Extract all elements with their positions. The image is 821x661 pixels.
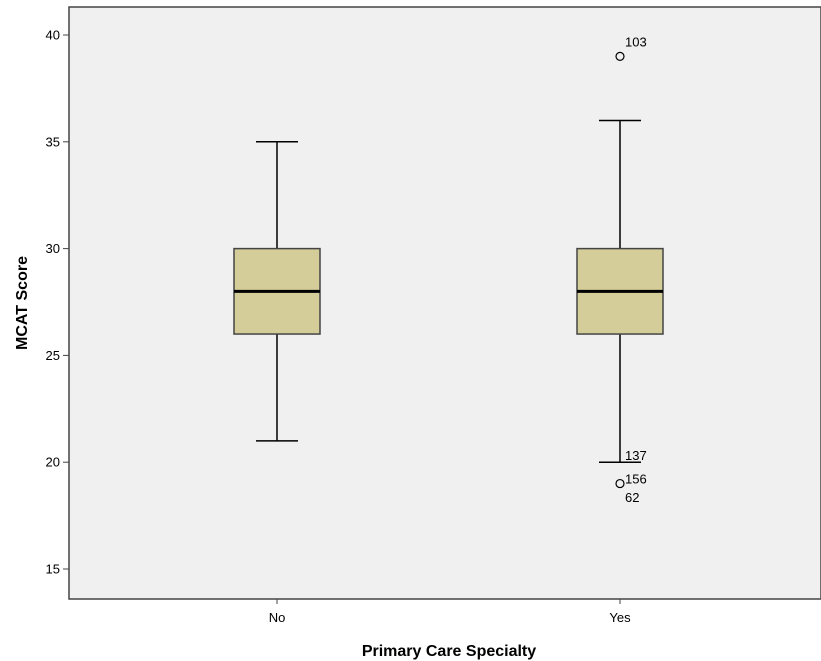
x-axis-title: Primary Care Specialty	[362, 643, 536, 660]
boxes: 103 156 137 62	[233, 34, 664, 505]
case-label: 137	[625, 448, 647, 463]
y-tick-label: 35	[46, 134, 60, 149]
y-tick-label: 30	[46, 241, 60, 256]
x-axis: No Yes	[269, 599, 631, 625]
plot-area	[68, 6, 821, 600]
box-group-yes: 103 156 137 62	[576, 34, 664, 505]
case-label: 62	[625, 490, 639, 505]
outlier-label: 156	[625, 472, 647, 487]
y-tick-label: 15	[46, 562, 60, 577]
outlier-label: 103	[625, 34, 647, 49]
y-tick-label: 40	[46, 28, 60, 43]
y-tick-label: 20	[46, 455, 60, 470]
y-axis: 15 20 25 30 35 40	[46, 28, 69, 577]
x-tick-label: No	[269, 610, 286, 625]
outlier-point	[615, 51, 625, 61]
y-axis-title: MCAT Score	[14, 256, 31, 350]
x-tick-label: Yes	[609, 610, 631, 625]
y-tick-label: 25	[46, 348, 60, 363]
box-group-no	[233, 141, 321, 442]
outlier-point	[615, 478, 625, 489]
